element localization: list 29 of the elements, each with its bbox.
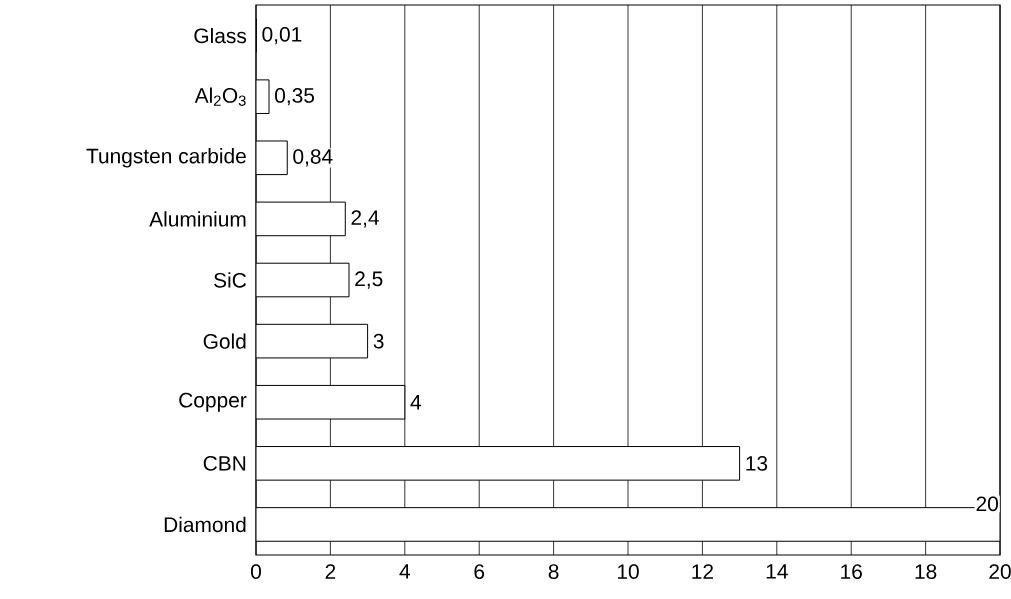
x-tick-label: 14 xyxy=(766,564,788,579)
x-tick-label: 2 xyxy=(325,564,336,579)
y-tick-label: SiC xyxy=(214,272,247,288)
data-label: 3 xyxy=(373,333,384,349)
data-label: 0,01 xyxy=(262,26,302,45)
x-tick-label: 12 xyxy=(692,564,713,579)
x-tick-label: 8 xyxy=(548,564,559,579)
x-tick-label: 16 xyxy=(841,564,862,579)
y-tick-label: Aluminium xyxy=(149,211,246,227)
x-tick-label: 4 xyxy=(399,564,410,579)
data-label: 20 xyxy=(976,496,998,512)
y-tick-label: Diamond xyxy=(164,516,246,533)
x-tick-label: 18 xyxy=(915,564,937,579)
x-tick-label: 20 xyxy=(989,564,1011,579)
data-label: 13 xyxy=(746,455,768,471)
y-tick-label: Tungsten carbide xyxy=(86,148,246,168)
y-tick-label: Copper xyxy=(179,392,247,412)
y-tick-label: Glass xyxy=(194,27,247,44)
x-tick-label: 6 xyxy=(474,564,485,579)
data-label: 4 xyxy=(410,395,422,410)
data-label: 2,5 xyxy=(355,271,383,289)
y-tick-label: Gold xyxy=(203,333,246,349)
data-label: 0,84 xyxy=(293,149,333,167)
y-tick-label: Al$_{2}$O$_{3}$ xyxy=(194,87,246,106)
data-label: 0,35 xyxy=(275,88,315,106)
x-tick-label: 10 xyxy=(617,564,639,579)
y-tick-label: CBN xyxy=(203,455,246,471)
data-label: 2,4 xyxy=(351,210,379,228)
x-tick-label: 0 xyxy=(251,564,261,579)
